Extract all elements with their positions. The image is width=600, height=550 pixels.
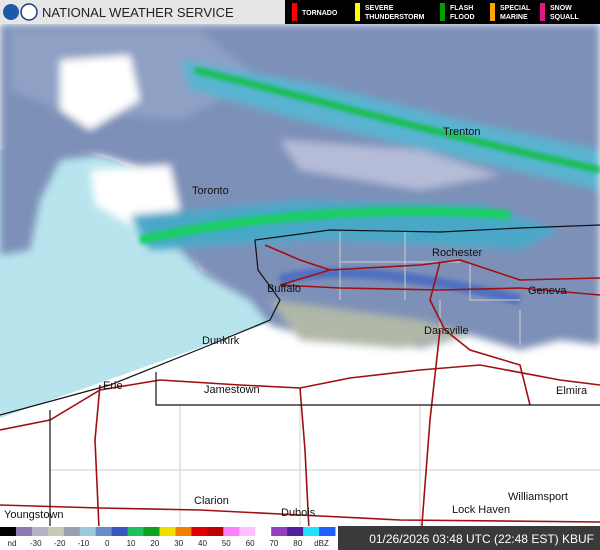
warning-swatch (440, 3, 445, 21)
city-label: Clarion (194, 495, 229, 507)
scale-label: 50 (222, 539, 231, 548)
scale-swatch (239, 527, 256, 536)
scale-label: -20 (54, 539, 66, 548)
roads (0, 244, 600, 550)
city-label: Dansville (424, 325, 469, 337)
warning-label: THUNDERSTORM (365, 14, 425, 21)
scale-swatch (111, 527, 129, 536)
scale-swatch (175, 527, 192, 536)
scale-swatch (79, 527, 97, 536)
city-label: Erie (103, 380, 123, 392)
city-label: Dunkirk (202, 335, 240, 347)
city-label: Geneva (528, 285, 567, 297)
city-label: Buffalo (267, 283, 301, 295)
scale-swatch (63, 527, 81, 536)
scale-swatch (271, 527, 288, 536)
scale-swatch (31, 527, 49, 536)
city-label: Williamsport (508, 491, 568, 503)
scale-label: 0 (105, 539, 110, 548)
city-label: Trenton (443, 126, 481, 138)
lake-erie (0, 147, 272, 418)
warning-label: FLASH (450, 5, 473, 12)
timestamp: 01/26/2026 03:48 UTC (22:48 EST) KBUF (369, 532, 594, 546)
city-label: Toronto (192, 185, 229, 197)
scale-swatch (159, 527, 176, 536)
scale-swatch (0, 527, 17, 536)
timestamp-bar (338, 526, 600, 550)
scale-swatch (95, 527, 113, 536)
scale-swatch (303, 527, 320, 536)
warning-label: MARINE (500, 14, 528, 21)
scale-swatch (287, 527, 304, 536)
warning-swatch (490, 3, 495, 21)
warning-swatch (292, 3, 297, 21)
scale-swatch (207, 527, 224, 536)
city-label: Dubois (281, 507, 316, 519)
city-label: Elmira (556, 385, 588, 397)
warning-swatch (540, 3, 545, 21)
city-label: Youngstown (4, 509, 64, 521)
scale-label: 80 (293, 539, 302, 548)
scale-swatch (143, 527, 161, 536)
scale-label: nd (8, 539, 17, 548)
scale-swatch (319, 527, 336, 536)
scale-swatch (127, 527, 145, 536)
scale-swatch (47, 527, 65, 536)
city-label: Lock Haven (452, 504, 510, 516)
scale-swatch (223, 527, 240, 536)
header-bar (0, 0, 285, 24)
warning-label: SEVERE (365, 5, 394, 12)
nws-logo (20, 3, 38, 21)
warning-label: SQUALL (550, 14, 580, 21)
scale-swatch (15, 527, 33, 536)
scale-label: -30 (30, 539, 42, 548)
scale-label: 70 (269, 539, 278, 548)
scale-label: 30 (174, 539, 183, 548)
scale-label: 40 (198, 539, 207, 548)
noaa-logo (3, 4, 19, 20)
warning-label: TORNADO (302, 10, 338, 17)
warning-label: SNOW (550, 5, 572, 12)
city-labels: Trenton Toronto Rochester Buffalo Geneva… (4, 126, 588, 521)
scale-label: dBZ (314, 539, 329, 548)
warning-swatch (355, 3, 360, 21)
city-label: Rochester (432, 247, 482, 259)
radar-core (139, 67, 600, 305)
warning-label: FLOOD (450, 14, 475, 21)
warning-label: SPECIAL (500, 5, 531, 12)
scale-label: 20 (150, 539, 159, 548)
scale-swatch (191, 527, 208, 536)
header-title: NATIONAL WEATHER SERVICE (42, 5, 234, 20)
scale-label: 10 (127, 539, 136, 548)
scale-label: 60 (246, 539, 255, 548)
scale-label: -10 (78, 539, 90, 548)
scale-swatch (255, 527, 272, 536)
city-label: Jamestown (204, 384, 260, 396)
